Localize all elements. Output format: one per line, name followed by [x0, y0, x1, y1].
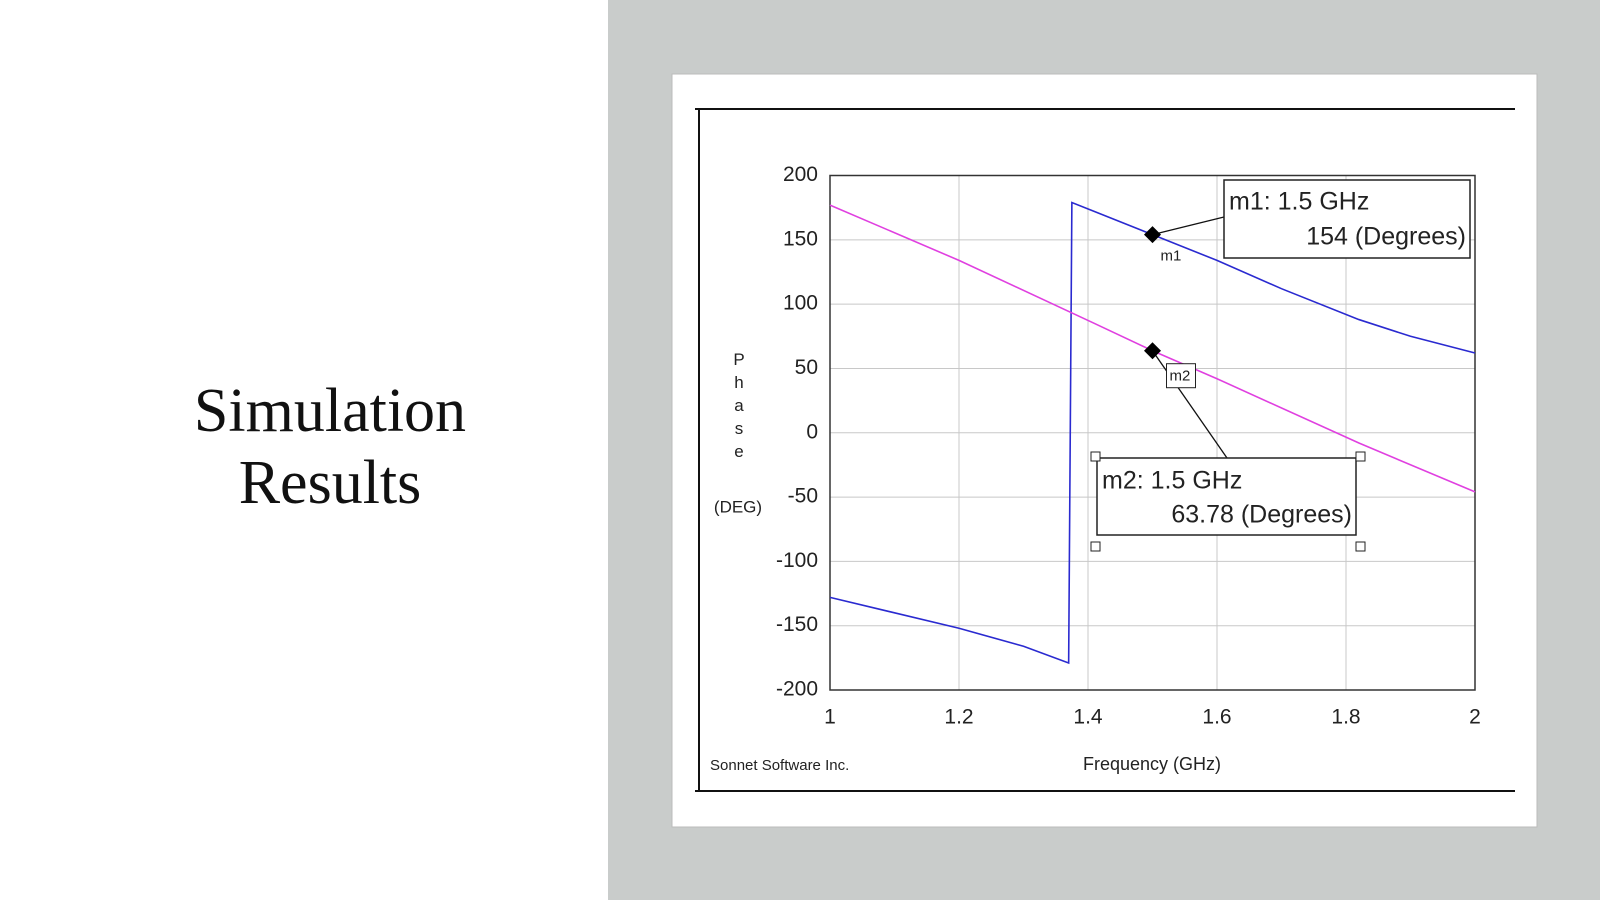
y-tick-label: 150	[783, 227, 818, 250]
series-line	[829, 201, 1476, 665]
left-panel: Simulation Results	[0, 0, 608, 900]
y-tick-label: 200	[783, 163, 818, 186]
x-tick-label: 1.4	[1073, 706, 1103, 729]
readout-box	[1096, 457, 1357, 536]
marker-label-box	[1166, 363, 1196, 389]
y-axis-unit: (DEG)	[714, 497, 762, 516]
readout-value: 154 (Degrees)	[1306, 223, 1466, 251]
resize-handle	[1355, 451, 1366, 462]
readout-text: m1: 1.5 GHz	[1229, 188, 1369, 216]
x-axis-title: Frequency (GHz)	[1083, 754, 1221, 774]
y-tick-label: 0	[806, 420, 818, 443]
plot-area	[829, 174, 1476, 691]
x-tick-label: 2	[1469, 706, 1481, 729]
resize-handle	[1090, 541, 1101, 552]
y-tick-label: -150	[776, 613, 818, 636]
resize-handle	[1090, 451, 1101, 462]
x-tick-label: 1.6	[1202, 706, 1231, 729]
slide-title: Simulation Results	[193, 377, 467, 517]
y-tick-label: -100	[776, 549, 818, 572]
readout-value: 63.78 (Degrees)	[1171, 501, 1352, 529]
readout-text: m2: 1.5 GHz	[1102, 467, 1242, 495]
y-tick-label: -50	[788, 485, 818, 508]
y-tick-label: -200	[776, 678, 818, 701]
y-axis-title: Phase	[730, 350, 749, 465]
x-tick-label: 1.2	[944, 706, 973, 729]
y-tick-label: 50	[795, 356, 818, 379]
marker-label: m2	[1170, 368, 1191, 385]
x-tick-label: 1.8	[1331, 706, 1360, 729]
leader-line	[1151, 350, 1228, 459]
leader-line	[1152, 216, 1225, 236]
resize-handle	[1355, 541, 1366, 552]
footer: Sonnet Software Inc.	[710, 757, 849, 774]
marker-label: m1	[1161, 248, 1182, 265]
y-tick-label: 100	[783, 292, 818, 315]
readout-box	[1223, 179, 1471, 259]
x-tick-label: 1	[824, 706, 836, 729]
